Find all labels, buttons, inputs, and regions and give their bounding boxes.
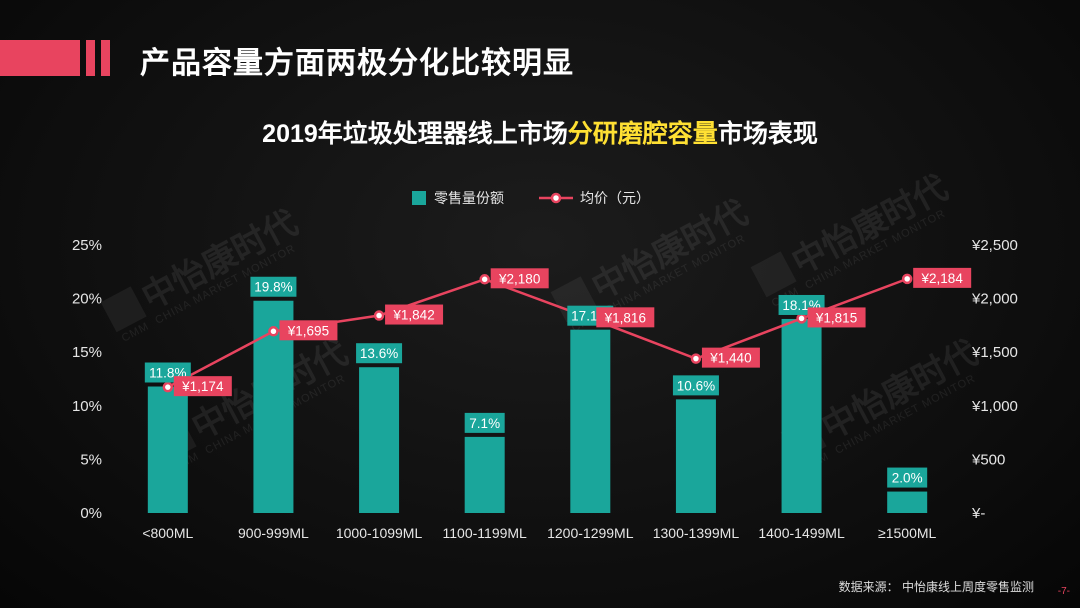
bar (675, 399, 716, 513)
bar-data-label: 13.6% (356, 343, 403, 364)
x-axis-tick-label: 1000-1099ML (336, 525, 423, 541)
line-data-label: ¥1,842 (385, 304, 444, 325)
line-label-text: ¥1,815 (815, 310, 857, 325)
line-label-box (596, 307, 655, 328)
bar-label-box (464, 412, 505, 433)
left-axis-tick-label: 10% (72, 398, 102, 415)
line-label-box (913, 267, 972, 288)
line-point (796, 313, 807, 324)
line-data-label: ¥1,440 (701, 347, 760, 368)
chart-title: 2019年垃圾处理器线上市场分研磨腔容量市场表现 (0, 114, 1080, 150)
watermark-logo (750, 251, 797, 298)
x-axis-tick-label: 900-999ML (238, 525, 309, 541)
x-axis-tick-label: <800ML (142, 525, 193, 541)
bar (464, 436, 505, 513)
right-axis-tick-label: ¥1,500 (971, 344, 1018, 361)
bar-label-box (356, 343, 403, 364)
legend-swatch-bar (412, 191, 426, 205)
left-axis-tick-label: 5% (80, 451, 102, 468)
legend-swatch-marker (550, 192, 562, 204)
line-point (268, 326, 279, 337)
bar-label-box (887, 467, 928, 488)
bar-label-box (672, 375, 719, 396)
title-accent-stripe-2 (101, 40, 110, 76)
x-axis-tick-label: 1200-1299ML (547, 525, 634, 541)
line-point (373, 310, 385, 321)
legend-label-line: 均价（元） (580, 190, 650, 206)
bar (781, 318, 822, 513)
x-axis-tick-label: ≥1500ML (878, 525, 936, 541)
legend-label-bar: 零售量份额 (434, 190, 504, 206)
line-point (479, 274, 490, 285)
line-label-text: ¥2,184 (921, 271, 964, 286)
right-axis-tick-label: ¥2,000 (971, 291, 1018, 308)
left-axis-tick-label: 0% (80, 505, 102, 522)
line-label-text: ¥1,695 (287, 323, 329, 338)
x-axis: <800ML 900-999ML 1000-1099ML 1100-1199ML 120… (142, 525, 936, 541)
line-label-box (279, 320, 338, 341)
bar-label-text: 13.6% (360, 346, 398, 361)
right-axis: ¥- ¥500 ¥1,000 ¥1,500 ¥2,000 ¥2,500 (971, 237, 1018, 522)
bar-data-label: 2.0% (887, 467, 928, 488)
line-data-label: ¥1,695 (279, 320, 338, 341)
bar-data-label: 7.1% (464, 412, 505, 433)
bar (147, 386, 188, 513)
line-data-label: ¥1,174 (173, 376, 232, 397)
bar-label-box (250, 276, 297, 297)
chart-legend: 零售量份额 均价（元） (412, 190, 650, 206)
line-label-text: ¥1,440 (709, 351, 751, 366)
line-label-text: ¥1,842 (392, 308, 434, 323)
line-label-text: ¥1,174 (181, 379, 224, 394)
left-axis-tick-label: 20% (72, 291, 102, 308)
source-note: 数据来源： 中怡康线上周度零售监测 (838, 580, 1034, 594)
left-axis: 0% 5% 10% 15% 20% 25% (72, 237, 102, 522)
line-label-box (807, 307, 866, 328)
line-label-box (173, 376, 232, 397)
title-accent-block (0, 40, 80, 76)
bar-label-text: 7.1% (469, 416, 500, 431)
bar-label-text: 2.0% (892, 471, 923, 486)
line-point (162, 381, 174, 393)
left-axis-tick-label: 15% (72, 344, 102, 361)
chart-title-prefix: 2019年垃圾处理器线上市场 (262, 120, 568, 148)
line-data-label: ¥2,184 (913, 267, 972, 288)
right-axis-tick-label: ¥- (971, 505, 985, 522)
bar-label-text: 19.8% (254, 280, 292, 295)
bar-series (147, 300, 928, 513)
bar (570, 329, 611, 513)
line-data-label: ¥2,180 (490, 268, 549, 289)
page-number: -7- (1057, 586, 1070, 597)
right-axis-tick-label: ¥500 (971, 451, 1005, 468)
bar-data-label: 19.8% (250, 276, 297, 297)
line-label-box (490, 268, 549, 289)
chart-title-highlight: 分研磨腔容量 (567, 120, 718, 148)
line-data-labels: ¥1,174 ¥1,695 ¥1,842 ¥2,180 ¥1,816 ¥1,440 ¥1,8… (173, 267, 972, 397)
line-label-text: ¥1,816 (604, 310, 646, 325)
line-data-label: ¥1,816 (596, 307, 655, 328)
line-label-text: ¥2,180 (498, 271, 540, 286)
line-label-box (385, 304, 444, 325)
line-point (901, 273, 913, 285)
bar (887, 491, 928, 513)
line-point (690, 353, 702, 364)
bar-label-text: 10.6% (677, 378, 715, 393)
line-data-label: ¥1,815 (807, 307, 866, 328)
line-label-box (701, 347, 760, 368)
x-axis-tick-label: 1100-1199ML (443, 525, 528, 541)
bar-data-label: 10.6% (672, 375, 719, 396)
x-axis-tick-label: 1300-1399ML (653, 525, 740, 541)
watermark-logo (100, 286, 147, 333)
right-axis-tick-label: ¥1,000 (971, 398, 1018, 415)
x-axis-tick-label: 1400-1499ML (758, 525, 845, 541)
title-accent-stripe-1 (86, 40, 95, 76)
chart-title-suffix: 市场表现 (717, 120, 818, 148)
left-axis-tick-label: 25% (72, 237, 102, 254)
page-title: 产品容量方面两极分化比较明显 (140, 47, 574, 80)
bar (359, 367, 400, 513)
right-axis-tick-label: ¥2,500 (971, 237, 1018, 254)
